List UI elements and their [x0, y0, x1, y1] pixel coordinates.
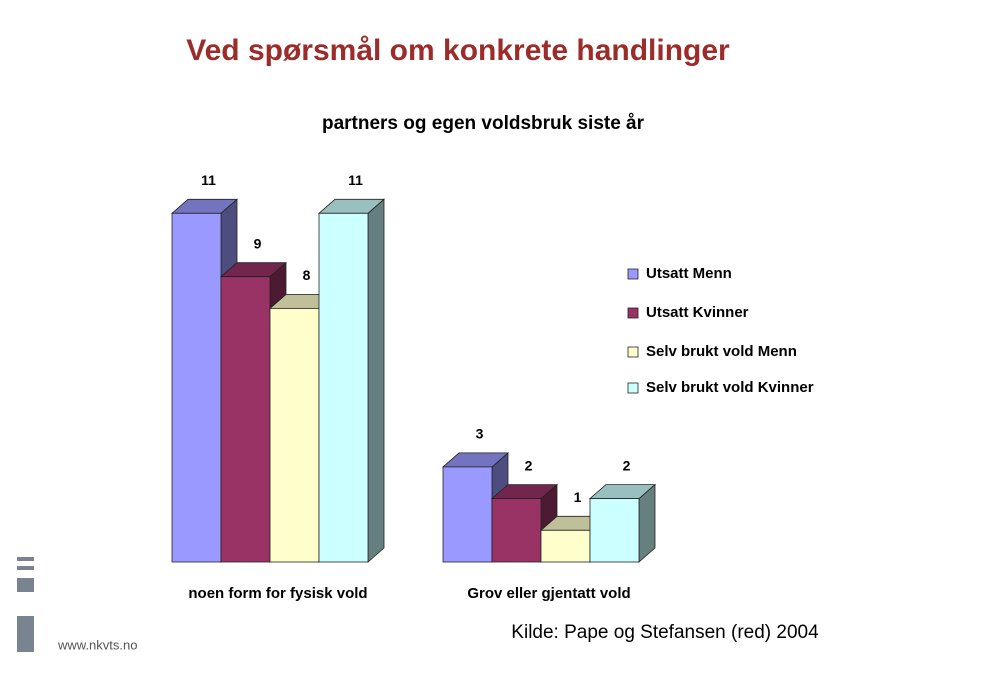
legend-swatch: [627, 382, 639, 394]
bar-front: [220, 276, 271, 563]
bar-front: [318, 212, 369, 563]
legend-swatch: [627, 268, 639, 280]
decor: [17, 578, 34, 592]
legend-label: Utsatt Kvinner: [646, 304, 749, 321]
data-label: 2: [623, 457, 631, 473]
legend-label: Selv brukt vold Kvinner: [646, 379, 814, 396]
decor: [17, 566, 34, 570]
data-label: 11: [348, 172, 363, 188]
data-label: 11: [201, 172, 216, 188]
bar-front: [589, 498, 640, 563]
bar-front: [491, 498, 542, 563]
x-tick-label: Grov eller gjentatt vold: [467, 585, 630, 602]
x-tick-label: noen form for fysisk vold: [188, 585, 367, 602]
decor: [17, 557, 34, 561]
bar-front: [171, 212, 222, 563]
legend-label: Utsatt Menn: [646, 265, 732, 282]
bar: [317, 198, 386, 563]
bar-front: [269, 307, 320, 563]
data-label: 3: [476, 426, 484, 442]
bar-front: [442, 466, 493, 563]
bar-front: [540, 529, 591, 563]
chart-subtitle: partners og egen voldsbruk siste år: [322, 113, 645, 134]
footer-url: www.nkvts.no: [57, 637, 137, 652]
legend-swatch: [627, 346, 639, 358]
slide-title: Ved spørsmål om konkrete handlinger: [186, 34, 730, 67]
bar: [588, 483, 657, 563]
legend-label: Selv brukt vold Menn: [646, 343, 797, 360]
data-label: 1: [574, 489, 582, 505]
decor: [17, 616, 34, 652]
data-label: 8: [303, 267, 311, 283]
data-label: 9: [254, 235, 262, 251]
legend-swatch: [627, 307, 639, 319]
bar-side: [367, 198, 385, 563]
data-label: 2: [525, 457, 533, 473]
source-note: Kilde: Pape og Stefansen (red) 2004: [511, 622, 819, 643]
